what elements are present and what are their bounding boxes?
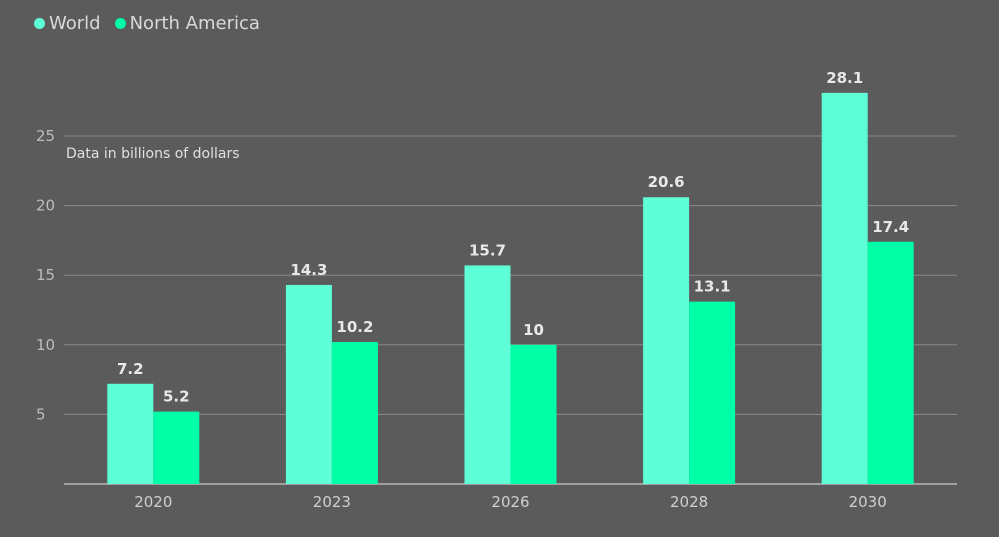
legend-label-north-america: North America <box>129 13 260 34</box>
y-tick-label-10: 10 <box>36 336 55 354</box>
data-label-world-2023: 14.3 <box>290 261 327 279</box>
bar-north-america-2030 <box>867 241 914 484</box>
y-tick-label-25: 25 <box>36 127 55 145</box>
data-label-north-america-2023: 10.2 <box>336 318 373 336</box>
legend-item-north-america: North America <box>114 13 260 34</box>
unit-note: Data in billions of dollars <box>66 146 240 162</box>
data-label-north-america-2020: 5.2 <box>163 388 190 406</box>
data-label-north-america-2028: 13.1 <box>694 278 731 296</box>
chart-legend: World North America <box>34 13 260 34</box>
bar-north-america-2028 <box>689 301 736 484</box>
y-tick-label-20: 20 <box>36 197 55 215</box>
bar-north-america-2023 <box>331 342 378 484</box>
x-tick-label-2030: 2030 <box>849 493 887 511</box>
x-tick-label-2028: 2028 <box>670 493 708 511</box>
bar-north-america-2026 <box>510 344 557 484</box>
data-label-north-america-2030: 17.4 <box>872 218 909 236</box>
data-label-world-2026: 15.7 <box>469 241 506 259</box>
data-label-north-america-2026: 10 <box>523 321 544 339</box>
legend-swatch-north-america <box>114 18 126 29</box>
data-label-world-2030: 28.1 <box>826 69 863 87</box>
x-tick-label-2023: 2023 <box>313 493 351 511</box>
legend-swatch-world <box>34 18 45 29</box>
label-layer: 5 10 15 20 25 Data in billions of dollars 7.2 5… <box>36 69 909 511</box>
data-label-world-2020: 7.2 <box>117 360 144 378</box>
data-label-world-2028: 20.6 <box>648 173 685 191</box>
bar-layer <box>107 92 914 485</box>
y-tick-label-5: 5 <box>36 405 46 423</box>
bar-world-2023 <box>285 284 332 484</box>
legend-item-world: World <box>34 13 101 34</box>
bar-world-2026 <box>464 265 511 484</box>
y-tick-label-15: 15 <box>36 266 55 284</box>
bar-world-2030 <box>821 92 868 485</box>
x-tick-label-2026: 2026 <box>491 493 529 511</box>
bar-world-2028 <box>643 197 690 485</box>
bar-north-america-2020 <box>153 411 200 484</box>
x-tick-label-2020: 2020 <box>134 493 172 511</box>
bar-world-2020 <box>107 383 154 484</box>
legend-label-world: World <box>49 13 101 34</box>
